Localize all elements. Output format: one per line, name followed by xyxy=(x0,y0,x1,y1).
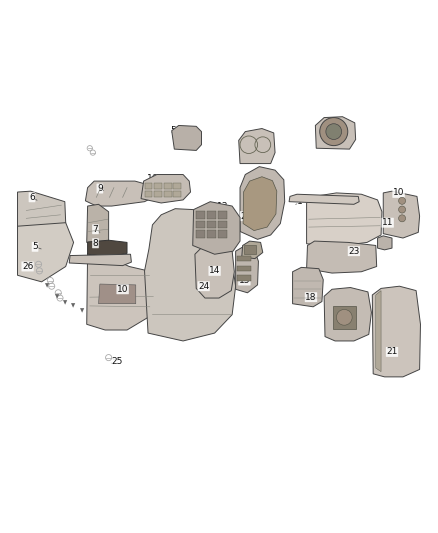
Bar xyxy=(218,211,227,219)
Polygon shape xyxy=(243,177,277,231)
Polygon shape xyxy=(372,286,420,377)
Bar xyxy=(154,191,162,197)
Polygon shape xyxy=(195,246,234,298)
Text: 11: 11 xyxy=(382,218,393,227)
Text: 28: 28 xyxy=(378,240,389,249)
Text: 8: 8 xyxy=(92,239,99,248)
Text: 6: 6 xyxy=(29,193,35,202)
Text: 5: 5 xyxy=(32,243,38,251)
Bar xyxy=(196,230,205,238)
Polygon shape xyxy=(240,167,285,239)
Bar xyxy=(196,211,205,219)
Polygon shape xyxy=(378,236,392,250)
Polygon shape xyxy=(307,193,382,247)
Polygon shape xyxy=(383,191,420,238)
Text: 10: 10 xyxy=(117,285,128,294)
Text: 2: 2 xyxy=(240,212,246,221)
Text: 7: 7 xyxy=(92,225,99,234)
Polygon shape xyxy=(376,290,381,372)
Bar xyxy=(333,306,356,329)
Bar xyxy=(164,183,172,189)
Polygon shape xyxy=(324,287,371,341)
Text: 21: 21 xyxy=(386,348,398,357)
Bar xyxy=(237,256,251,261)
Text: 24: 24 xyxy=(198,282,209,290)
Polygon shape xyxy=(242,241,263,259)
Polygon shape xyxy=(88,240,127,257)
Text: 23: 23 xyxy=(348,247,360,256)
Text: ▼: ▼ xyxy=(63,300,67,305)
Circle shape xyxy=(399,206,406,213)
Polygon shape xyxy=(289,194,359,204)
Bar xyxy=(145,191,152,197)
Text: ▼: ▼ xyxy=(55,294,59,299)
Text: 5: 5 xyxy=(170,126,176,135)
Polygon shape xyxy=(99,284,136,304)
Polygon shape xyxy=(87,204,109,246)
Polygon shape xyxy=(307,241,377,273)
Text: 16: 16 xyxy=(147,174,158,183)
Polygon shape xyxy=(315,117,356,149)
Text: 1: 1 xyxy=(297,197,303,206)
Text: 15: 15 xyxy=(239,276,250,285)
Polygon shape xyxy=(145,209,236,341)
Text: 4: 4 xyxy=(343,131,349,140)
Polygon shape xyxy=(236,247,258,293)
Bar xyxy=(237,275,251,280)
Text: 3: 3 xyxy=(255,135,261,144)
Polygon shape xyxy=(172,125,201,150)
Text: ▼: ▼ xyxy=(45,284,49,289)
Text: 14: 14 xyxy=(209,266,220,276)
Circle shape xyxy=(399,215,406,222)
Circle shape xyxy=(399,197,406,204)
Bar xyxy=(207,221,216,229)
Polygon shape xyxy=(18,191,66,236)
Polygon shape xyxy=(193,201,240,254)
Polygon shape xyxy=(293,268,323,307)
Circle shape xyxy=(320,118,348,146)
Bar xyxy=(173,191,181,197)
Bar xyxy=(218,221,227,229)
Bar xyxy=(164,191,172,197)
Text: ▼: ▼ xyxy=(71,303,76,309)
Polygon shape xyxy=(141,174,191,203)
Circle shape xyxy=(336,310,352,325)
Bar xyxy=(196,221,205,229)
Text: ▼: ▼ xyxy=(80,308,85,313)
Bar xyxy=(145,183,152,189)
Polygon shape xyxy=(87,253,157,330)
Text: 26: 26 xyxy=(22,262,33,271)
Text: 18: 18 xyxy=(305,293,317,302)
Polygon shape xyxy=(85,181,157,206)
Polygon shape xyxy=(244,246,256,254)
Text: 22: 22 xyxy=(250,247,261,256)
Bar xyxy=(218,230,227,238)
Bar xyxy=(154,183,162,189)
Polygon shape xyxy=(69,254,131,265)
Polygon shape xyxy=(18,223,74,282)
Bar xyxy=(207,211,216,219)
Circle shape xyxy=(326,124,342,140)
Text: 13: 13 xyxy=(217,201,228,211)
Text: 25: 25 xyxy=(112,358,123,367)
Bar xyxy=(173,183,181,189)
Bar xyxy=(237,265,251,271)
Text: 9: 9 xyxy=(97,184,103,193)
Bar xyxy=(207,230,216,238)
Text: 20: 20 xyxy=(340,318,352,327)
Text: 10: 10 xyxy=(393,189,404,197)
Polygon shape xyxy=(239,128,275,164)
